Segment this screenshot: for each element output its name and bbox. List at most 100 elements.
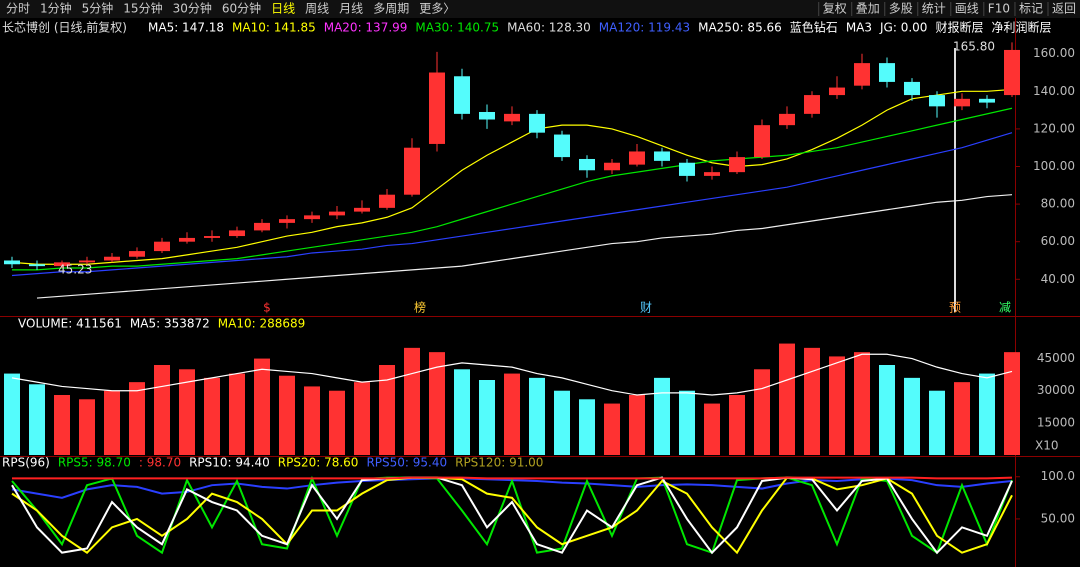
- candle-body: [179, 237, 195, 242]
- candle-body: [579, 158, 595, 171]
- toolbar-tab[interactable]: 月线: [339, 2, 363, 16]
- volume-bar: [129, 382, 145, 455]
- legend-entry: MA60: 128.30: [507, 21, 591, 35]
- volume-bar: [979, 373, 995, 455]
- moving-average-line: [11, 88, 1013, 265]
- volume-bar: [479, 380, 495, 455]
- volume-bar: [829, 356, 845, 455]
- y-tick-label: 100.0: [1041, 469, 1075, 483]
- candle-body: [979, 98, 995, 103]
- legend-entry: MA20: 137.99: [324, 21, 408, 35]
- moving-average-line: [36, 194, 1013, 299]
- toolbar-button[interactable]: 统计: [922, 2, 946, 16]
- legend-entry: MA5: 353872: [130, 317, 210, 331]
- candle-body: [929, 95, 945, 107]
- candle-body: [29, 264, 45, 267]
- y-tick-label: 80.00: [1041, 197, 1075, 211]
- rps-line: [11, 476, 1013, 555]
- legend-entry: MA30: 140.75: [415, 21, 499, 35]
- legend-entry: RPS10: 94.40: [189, 456, 270, 470]
- volume-bar: [104, 390, 120, 455]
- volume-bar: [229, 373, 245, 455]
- volume-bar: [454, 369, 470, 455]
- volume-bar: [804, 347, 820, 455]
- toolbar-tab[interactable]: 30分钟: [173, 1, 212, 16]
- volume-ma-line: [11, 353, 1013, 396]
- candle-body: [554, 134, 570, 158]
- toolbar-button[interactable]: 画线: [955, 2, 979, 16]
- candle-body: [204, 236, 220, 238]
- rps-line: [12, 476, 1013, 480]
- toolbar-tab[interactable]: 分时: [6, 2, 30, 16]
- toolbar-button[interactable]: F10: [988, 2, 1010, 16]
- event-marker: 财: [640, 301, 652, 315]
- toolbar-tab[interactable]: 5分钟: [82, 1, 114, 16]
- candle-body: [879, 63, 895, 82]
- toolbar-button[interactable]: 标记: [1019, 2, 1043, 16]
- volume-bar: [404, 347, 420, 455]
- legend-entry: VOLUME: 411561: [18, 317, 122, 331]
- toolbar-tab[interactable]: 15分钟: [123, 1, 162, 16]
- legend-entry: RPS20: 78.60: [278, 456, 359, 470]
- y-tick-label: 120.00: [1033, 121, 1075, 135]
- candle-body: [504, 113, 520, 122]
- volume-bar: [354, 382, 370, 455]
- y-tick-label: 100.00: [1033, 159, 1075, 173]
- candle-body: [479, 111, 495, 120]
- toolbar-tab[interactable]: 60分钟: [222, 1, 261, 16]
- volume-bar: [904, 377, 920, 455]
- volume-bar: [379, 365, 395, 455]
- candle-body: [154, 241, 170, 252]
- legend-entry: RPS50: 95.40: [366, 456, 447, 470]
- volume-bar: [279, 375, 295, 455]
- toolbar-tab[interactable]: 1分钟: [40, 1, 72, 16]
- event-marker: $: [263, 301, 271, 315]
- volume-bar: [729, 395, 745, 455]
- toolbar-tab[interactable]: 日线: [271, 2, 295, 16]
- toolbar-button[interactable]: 返回: [1052, 2, 1076, 16]
- volume-bar: [954, 382, 970, 455]
- candle-body: [954, 98, 970, 107]
- toolbar-bg: [0, 0, 1080, 18]
- candle-body: [804, 95, 820, 114]
- event-marker: 榜: [414, 300, 426, 315]
- legend-entry: RPS120: 91.00: [455, 456, 543, 470]
- candle-body: [754, 125, 770, 158]
- volume-bar: [529, 377, 545, 455]
- volume-bar: [754, 369, 770, 455]
- candle-body: [354, 207, 370, 212]
- toolbar-tab[interactable]: 周线: [305, 2, 329, 16]
- candle-body: [79, 260, 95, 263]
- toolbar-tab[interactable]: 多周期: [373, 2, 409, 16]
- unit-label: X10: [1035, 439, 1059, 453]
- candle-body: [379, 194, 395, 208]
- candle-body: [729, 157, 745, 173]
- candle-body: [454, 76, 470, 114]
- candle-body: [4, 260, 20, 265]
- toolbar-tab[interactable]: 更多〉: [419, 2, 455, 16]
- candle-body: [229, 230, 245, 237]
- volume-bar: [779, 343, 795, 455]
- legend-entry: 财报断层: [935, 20, 983, 35]
- volume-bar: [654, 377, 670, 455]
- legend-entry: MA5: 147.18: [148, 21, 224, 35]
- candle-body: [604, 162, 620, 171]
- volume-bar: [629, 395, 645, 455]
- candle-body: [654, 151, 670, 161]
- event-marker: 减: [999, 301, 1011, 315]
- volume-bar: [1004, 352, 1020, 455]
- y-tick-label: 160.00: [1033, 46, 1075, 60]
- toolbar-button[interactable]: 复权: [823, 2, 847, 16]
- high-price-label: 165.80: [953, 40, 995, 54]
- legend-entry: MA3: [846, 21, 872, 35]
- volume-bar: [879, 365, 895, 455]
- candle-body: [1004, 49, 1020, 96]
- toolbar-button[interactable]: 多股: [889, 2, 913, 16]
- candle-body: [704, 172, 720, 176]
- candle-body: [829, 87, 845, 96]
- candle-body: [104, 256, 120, 261]
- volume-bar: [79, 399, 95, 455]
- toolbar-button[interactable]: 叠加: [856, 2, 880, 16]
